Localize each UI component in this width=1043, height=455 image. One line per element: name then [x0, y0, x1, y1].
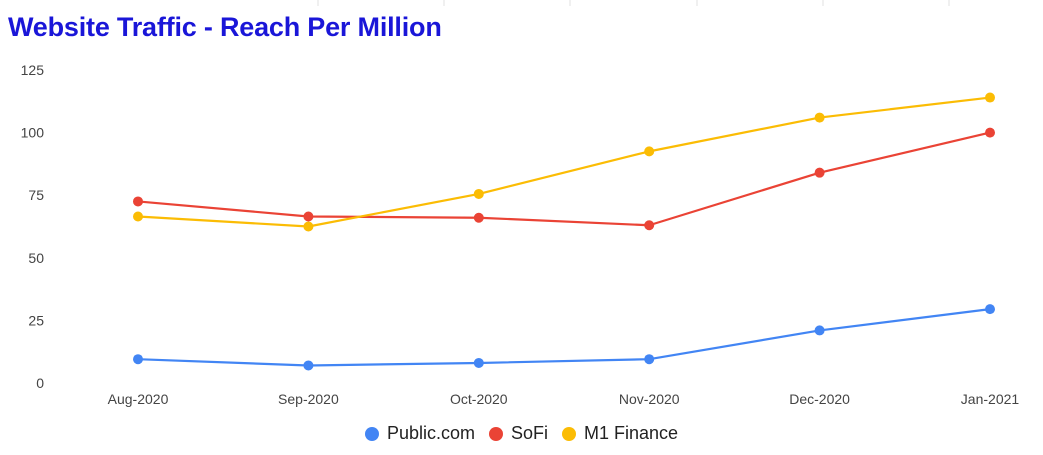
x-tick-label-1: Sep-2020 [278, 391, 339, 407]
chart-title: Website Traffic - Reach Per Million [8, 12, 442, 42]
series-m1-finance [133, 92, 995, 232]
legend-marker-public-com [364, 426, 379, 441]
point-sofi-5[interactable] [985, 127, 995, 138]
series-layer [133, 92, 995, 371]
y-tick-label-50: 50 [28, 250, 44, 266]
y-tick-label-0: 0 [36, 375, 44, 391]
legend-item-public-com[interactable]: Public.com [364, 423, 475, 444]
legend-label-public-com: Public.com [386, 423, 475, 443]
y-tick-label-25: 25 [28, 312, 44, 328]
point-public-com-2[interactable] [473, 357, 484, 368]
legend-marker-sofi [488, 426, 503, 441]
series-line-sofi [136, 131, 992, 227]
point-m1-finance-2[interactable] [473, 188, 484, 199]
point-public-com-0[interactable] [133, 354, 143, 365]
point-public-com-3[interactable] [644, 354, 655, 365]
x-tick-label-4: Dec-2020 [789, 391, 850, 407]
point-sofi-1[interactable] [303, 211, 314, 222]
series-line-m1-finance [136, 96, 992, 228]
x-axis: Aug-2020 Sep-2020 Oct-2020 Nov-2020 Dec-2020… [108, 391, 1020, 407]
point-m1-finance-5[interactable] [985, 92, 995, 103]
legend-label-m1-finance: M1 Finance [584, 423, 679, 443]
x-tick-label-2: Oct-2020 [450, 391, 508, 407]
point-sofi-3[interactable] [644, 220, 655, 231]
series-public-com [133, 304, 995, 371]
legend: Public.com SoFi M1 Finance [0, 423, 1043, 444]
point-m1-finance-3[interactable] [644, 146, 655, 157]
point-sofi-2[interactable] [473, 212, 484, 223]
point-m1-finance-1[interactable] [303, 221, 314, 232]
x-tick-label-0: Aug-2020 [108, 391, 169, 407]
series-line-public-com [136, 308, 992, 367]
y-tick-label-75: 75 [28, 187, 44, 203]
legend-item-m1-finance[interactable]: M1 Finance [562, 423, 678, 444]
y-tick-label-125: 125 [21, 62, 45, 78]
point-public-com-4[interactable] [814, 325, 825, 336]
x-tick-label-3: Nov-2020 [619, 391, 680, 407]
y-tick-label-100: 100 [21, 125, 45, 141]
legend-marker-m1-finance [562, 426, 576, 441]
point-public-com-5[interactable] [985, 304, 995, 315]
point-m1-finance-0[interactable] [133, 211, 143, 222]
point-m1-finance-4[interactable] [814, 112, 825, 123]
point-sofi-0[interactable] [133, 196, 143, 207]
top-tick-marks [317, 0, 950, 6]
legend-item-sofi[interactable]: SoFi [488, 423, 548, 444]
legend-label-sofi: SoFi [510, 423, 548, 443]
y-axis: 0 25 50 75 100 125 [21, 62, 45, 391]
series-sofi [133, 127, 995, 231]
point-public-com-1[interactable] [303, 360, 314, 371]
point-sofi-4[interactable] [814, 167, 825, 178]
x-tick-label-5: Jan-2021 [961, 391, 1020, 407]
